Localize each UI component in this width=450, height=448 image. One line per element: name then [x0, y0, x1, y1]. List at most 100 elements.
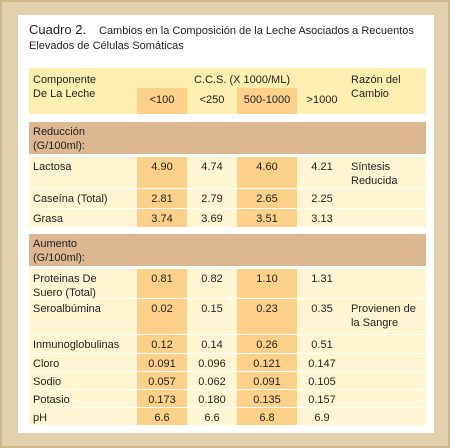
cell-value: 1.31 [311, 273, 333, 285]
cell-bg [347, 335, 426, 353]
cell-value: 0.062 [198, 376, 226, 388]
header-range: <100 [149, 94, 175, 106]
cell-bg [29, 299, 137, 334]
cell-bg [137, 157, 187, 188]
title-text: Elevados de Células Somáticas [29, 40, 184, 52]
cell-value: 3.69 [201, 213, 223, 225]
header-range: >1000 [306, 94, 338, 106]
cell-bg [297, 209, 347, 227]
cell-value: 0.81 [151, 273, 173, 285]
section-title: Aumento (G/100ml): [33, 238, 85, 264]
cell-bg [347, 269, 426, 298]
cell-value: 0.26 [256, 339, 278, 351]
cell-bg [29, 157, 137, 188]
title-label: Cuadro 2. [29, 22, 87, 37]
cell-bg [237, 209, 297, 227]
section-title: Reducción (G/100ml): [33, 126, 85, 152]
cell-value: 0.157 [308, 394, 336, 406]
cell-bg [347, 390, 426, 407]
cell-bg [237, 189, 297, 208]
header-component: Componente De La Leche [33, 74, 96, 100]
cell-value: 0.105 [308, 376, 336, 388]
cell-bg [187, 209, 237, 227]
cell-value: 0.173 [148, 394, 176, 406]
cell-value: 2.25 [311, 193, 333, 205]
row-name: Proteinas De Suero (Total) [33, 273, 97, 299]
cell-bg [237, 408, 297, 425]
cell-value: 6.6 [154, 412, 170, 424]
row-name: Grasa [33, 213, 63, 225]
row-name: Sodio [33, 376, 62, 388]
cell-bg [297, 390, 347, 407]
cell-value: 6.6 [204, 412, 220, 424]
cell-bg [237, 372, 297, 389]
cell-bg [237, 299, 297, 334]
cell-bg [297, 372, 347, 389]
cell-value: 0.23 [256, 303, 278, 315]
cell-bg [297, 408, 347, 425]
cell-bg [29, 408, 137, 425]
row-reason: Síntesis Reducida [351, 161, 398, 187]
cell-value: 3.51 [256, 213, 278, 225]
cell-value: 0.02 [151, 303, 173, 315]
cell-bg [297, 354, 347, 371]
cell-bg [29, 390, 137, 407]
cell-value: 0.096 [198, 358, 226, 370]
cell-bg [347, 408, 426, 425]
row-name: Cloro [33, 358, 60, 370]
cell-bg [347, 354, 426, 371]
row-name: Potasio [33, 394, 70, 406]
cell-bg [237, 157, 297, 188]
cell-bg [347, 299, 426, 334]
row-name: Inmunoglobulinas [33, 339, 120, 351]
cell-value: 0.35 [311, 303, 333, 315]
row-name: Lactosa [33, 161, 72, 173]
cell-bg [187, 189, 237, 208]
cell-value: 0.147 [308, 358, 336, 370]
cell-bg [137, 269, 187, 298]
cell-bg [29, 189, 137, 208]
cell-value: 1.10 [256, 273, 278, 285]
cell-value: 0.057 [148, 376, 176, 388]
cell-bg [297, 157, 347, 188]
cell-value: 4.90 [151, 161, 173, 173]
cell-bg [187, 335, 237, 353]
row-reason: Provienen de la Sangre [351, 303, 416, 329]
header-bg [29, 68, 426, 114]
cell-bg [237, 335, 297, 353]
cell-bg [29, 372, 137, 389]
section-bg [29, 122, 426, 154]
cell-value: 0.135 [253, 394, 281, 406]
cell-bg [297, 335, 347, 353]
cell-bg [29, 335, 137, 353]
cell-bg [137, 299, 187, 334]
cell-bg [187, 372, 237, 389]
cell-bg [187, 354, 237, 371]
title-text: Cambios en la Composición de la Leche As… [99, 25, 414, 37]
cell-value: 0.82 [201, 273, 223, 285]
cell-bg [347, 209, 426, 227]
row-name: Seroalbúmina [33, 303, 101, 315]
cell-value: 3.74 [151, 213, 173, 225]
cell-bg [237, 269, 297, 298]
cell-value: 6.8 [259, 412, 275, 424]
header-reason: Razón del Cambio [351, 74, 401, 100]
cell-value: 2.79 [201, 193, 223, 205]
cell-value: 2.81 [151, 193, 173, 205]
cell-bg [137, 189, 187, 208]
cell-bg [297, 299, 347, 334]
cell-value: 0.121 [253, 358, 281, 370]
cell-value: 3.13 [311, 213, 333, 225]
cell-value: 0.15 [201, 303, 223, 315]
cell-bg [137, 390, 187, 407]
cell-value: 4.74 [201, 161, 223, 173]
cell-value: 0.12 [151, 339, 173, 351]
cell-bg [237, 390, 297, 407]
header-ccs: C.C.S. (X 1000/ML) [194, 74, 290, 86]
header-highlight [237, 88, 297, 114]
cell-value: 0.091 [148, 358, 176, 370]
cell-value: 4.60 [256, 161, 278, 173]
cell-bg [137, 209, 187, 227]
cell-bg [347, 157, 426, 188]
